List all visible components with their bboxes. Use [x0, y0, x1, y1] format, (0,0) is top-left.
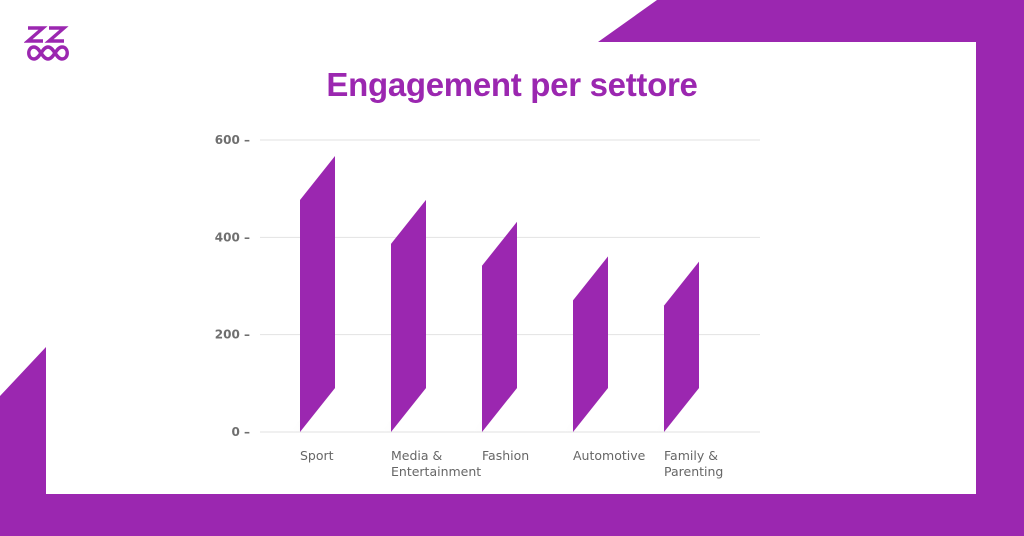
y-tick-label: 200 – [215, 328, 250, 342]
top-right-purple-shape [598, 0, 1024, 536]
bar [664, 261, 699, 432]
x-tick-label: Automotive [573, 448, 646, 463]
bar [573, 256, 608, 432]
bar [300, 156, 335, 432]
zoo-logo-icon [24, 26, 69, 61]
y-tick-label: 600 – [215, 133, 250, 147]
bottom-left-purple-shape [0, 347, 1024, 536]
x-tick-label: Fashion [482, 448, 529, 463]
x-tick-label: Media & Entertainment [391, 448, 481, 479]
bar [482, 221, 517, 432]
y-tick-label: 0 – [231, 425, 250, 439]
y-tick-label: 400 – [215, 230, 250, 244]
x-tick-label: Family & Parenting [664, 448, 723, 479]
chart-title: Engagement per settore [326, 66, 698, 103]
x-tick-label: Sport [300, 448, 334, 463]
bar [391, 199, 426, 432]
